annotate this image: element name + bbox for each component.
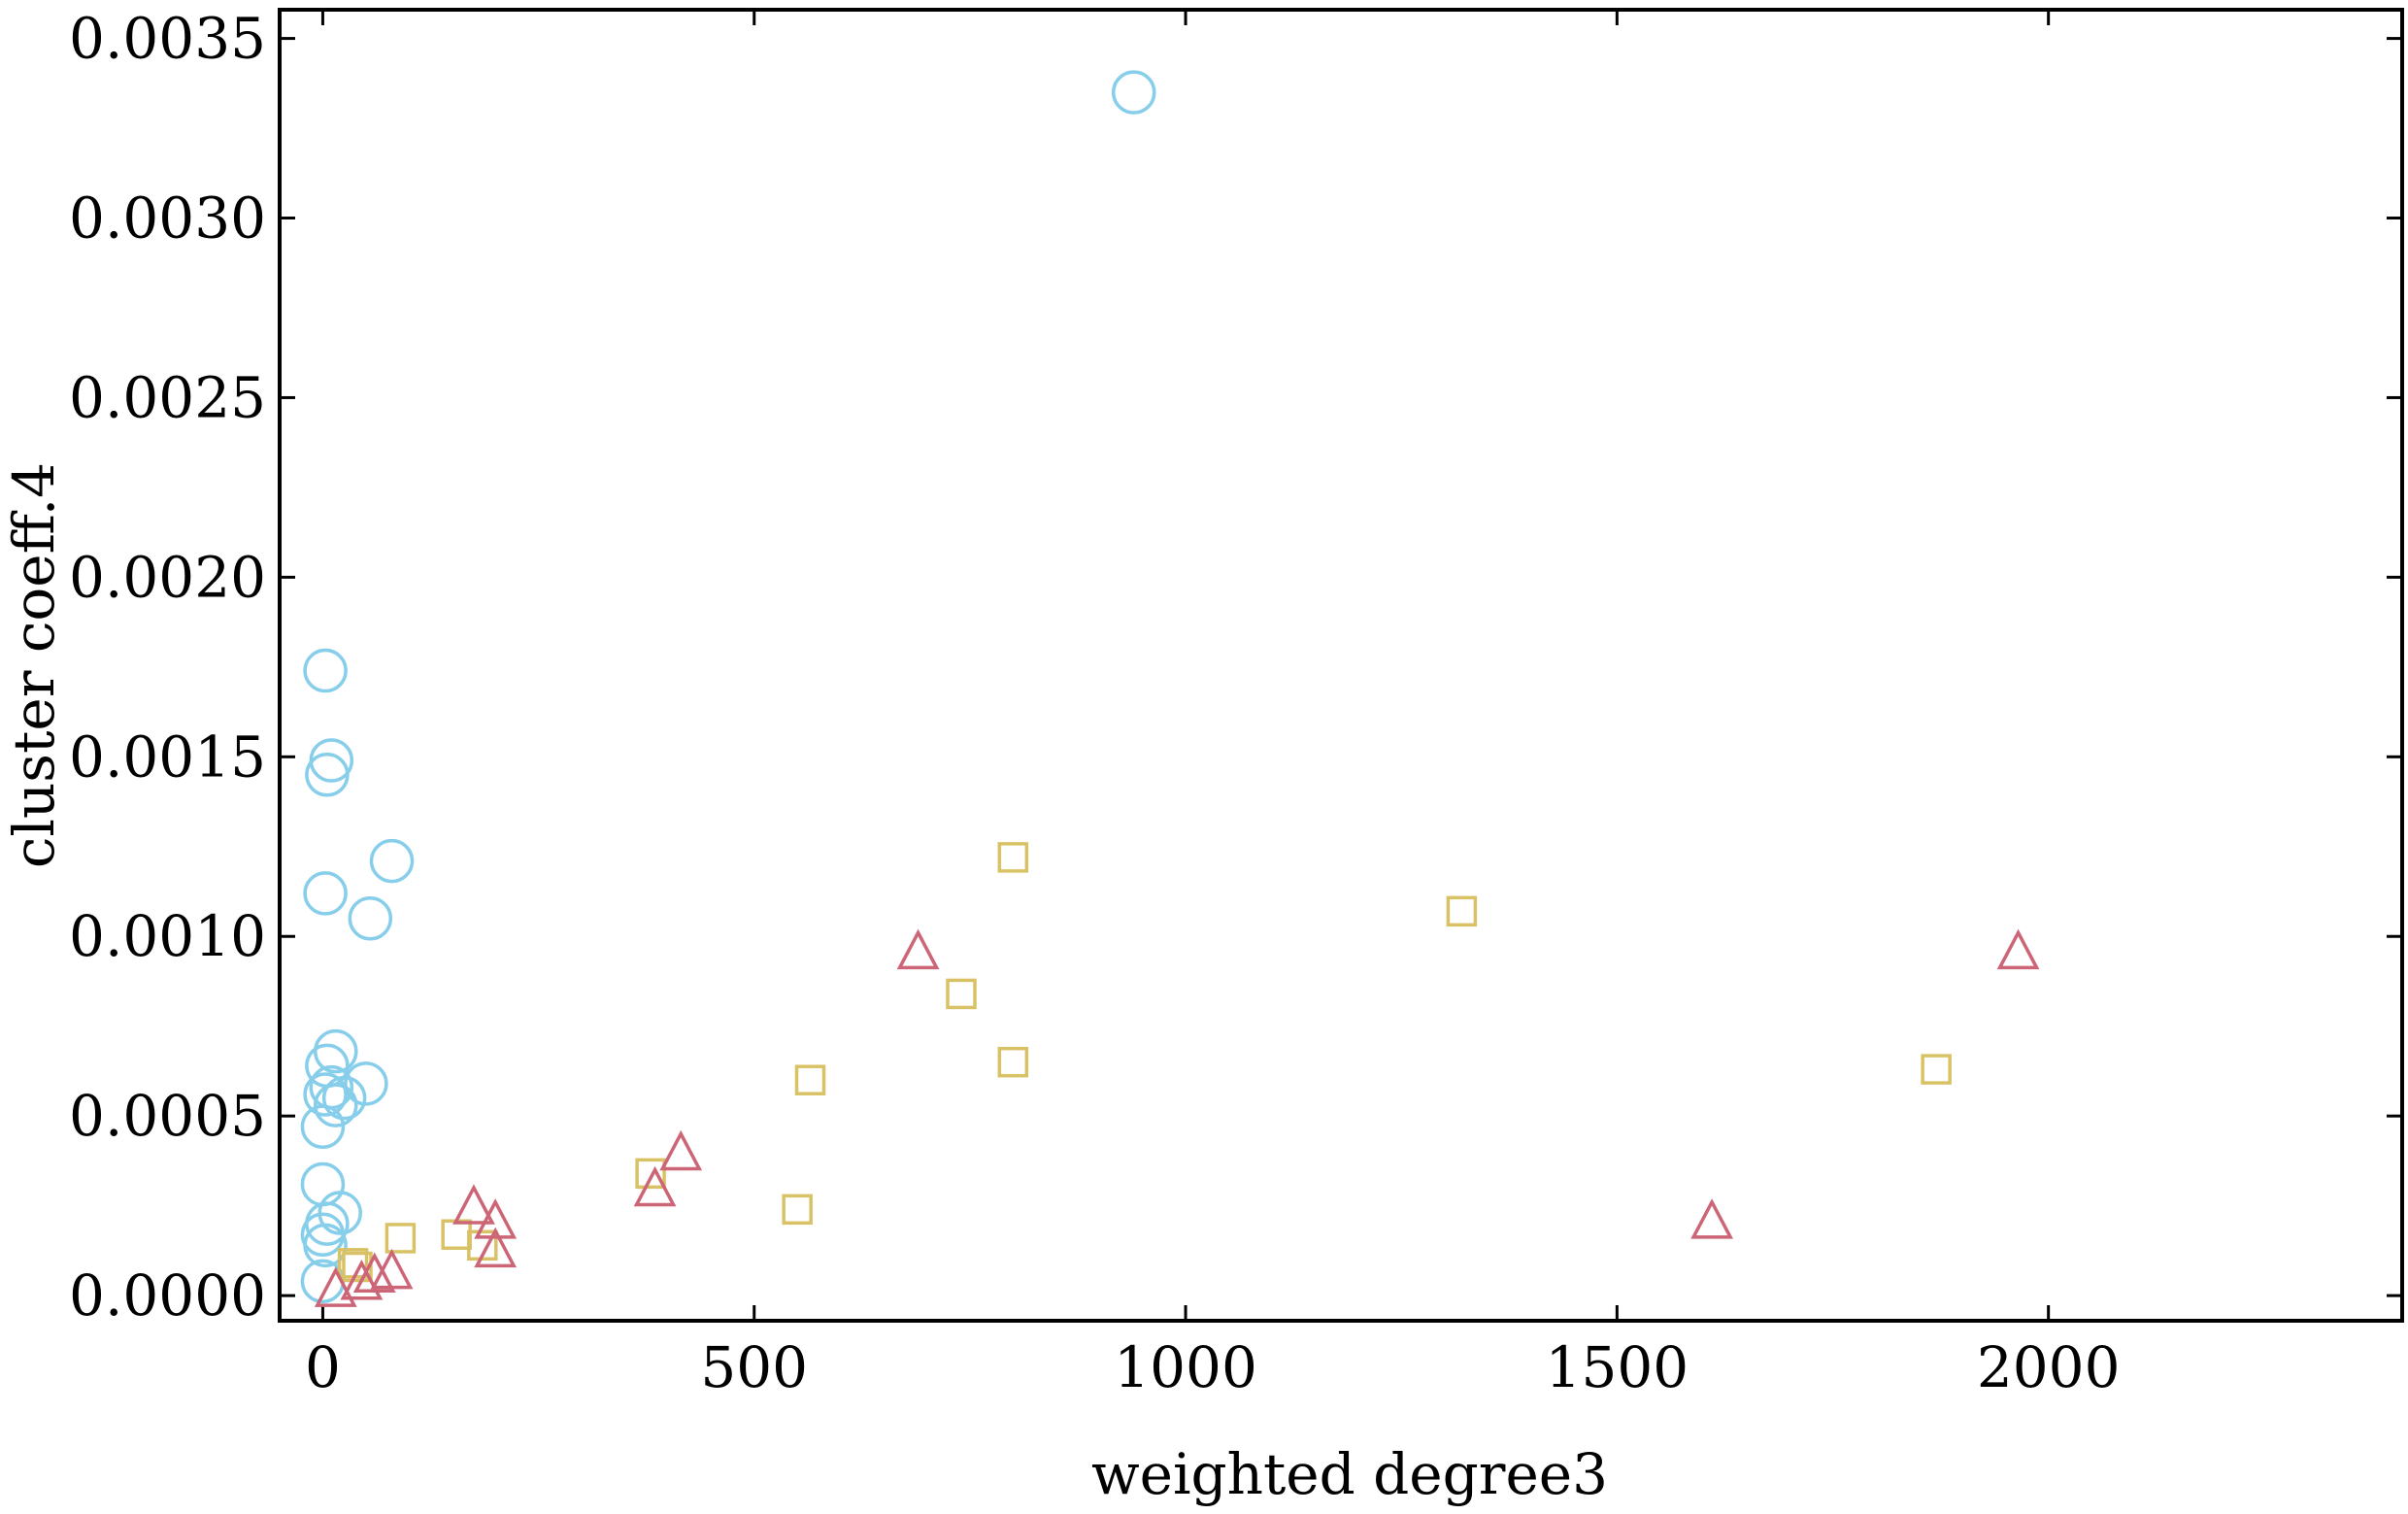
square-point [794, 1064, 826, 1095]
triangle-point [1996, 928, 2040, 970]
circle-point [305, 753, 350, 797]
y-tick-label: 0.0010 [69, 903, 266, 969]
square-point [385, 1223, 417, 1254]
triangle-point [896, 928, 940, 970]
y-tick-label: 0.0035 [69, 6, 266, 72]
y-tick-label: 0.0005 [69, 1083, 266, 1149]
circle-point [309, 738, 354, 783]
square-point [1921, 1054, 1952, 1085]
circle-point [300, 1104, 346, 1150]
x-tick-label: 500 [700, 1334, 808, 1400]
plot-frame [278, 8, 2404, 1323]
square-point [997, 842, 1029, 873]
circle-point [321, 1075, 367, 1121]
x-tick-label: 1500 [1546, 1334, 1689, 1400]
x-tick-label: 1000 [1114, 1334, 1257, 1400]
circle-point [303, 1072, 348, 1117]
circle-point [303, 871, 348, 916]
circle-point [344, 1061, 388, 1106]
triangle-point [1690, 1198, 1734, 1239]
triangle-point [474, 1198, 518, 1239]
circle-point [1111, 70, 1156, 115]
circle-point [303, 1223, 348, 1268]
y-tick-label: 0.0030 [69, 185, 266, 252]
x-tick-label: 2000 [1977, 1334, 2121, 1400]
triangle-point [659, 1129, 703, 1171]
square-point [441, 1219, 472, 1250]
circle-point [369, 838, 415, 884]
square-point [782, 1194, 813, 1226]
y-axis: 0.0000 0.0005 0.0010 0.0015 0.0020 0.0025 0.00… [69, 6, 2402, 1329]
circle-point [303, 648, 348, 693]
square-point [997, 1046, 1029, 1078]
square-point [1446, 895, 1478, 927]
y-tick-label: 0.0020 [69, 544, 266, 610]
y-axis-title: cluster coeff.4 [1, 462, 67, 868]
y-tick-label: 0.0000 [69, 1262, 266, 1329]
x-axis: 0 500 1000 1500 2000 [305, 10, 2120, 1400]
triangle-point [633, 1165, 677, 1207]
square-point [946, 978, 977, 1010]
y-tick-label: 0.0015 [69, 723, 266, 790]
x-axis-title: weighted degree3 [1091, 1441, 1608, 1507]
circle-point [314, 1028, 358, 1074]
y-tick-label: 0.0025 [69, 364, 266, 430]
triangle-point [452, 1184, 495, 1225]
x-tick-label: 0 [305, 1334, 341, 1400]
circle-point [348, 896, 393, 941]
triangle-point [370, 1248, 414, 1290]
square-point [635, 1158, 666, 1190]
circle-point [314, 1083, 358, 1127]
square-point [342, 1251, 373, 1283]
data-points [300, 70, 2040, 1307]
triangle-point [340, 1259, 384, 1300]
triangle-point [314, 1266, 357, 1307]
triangle-point [474, 1227, 518, 1268]
circle-point [300, 1161, 346, 1207]
